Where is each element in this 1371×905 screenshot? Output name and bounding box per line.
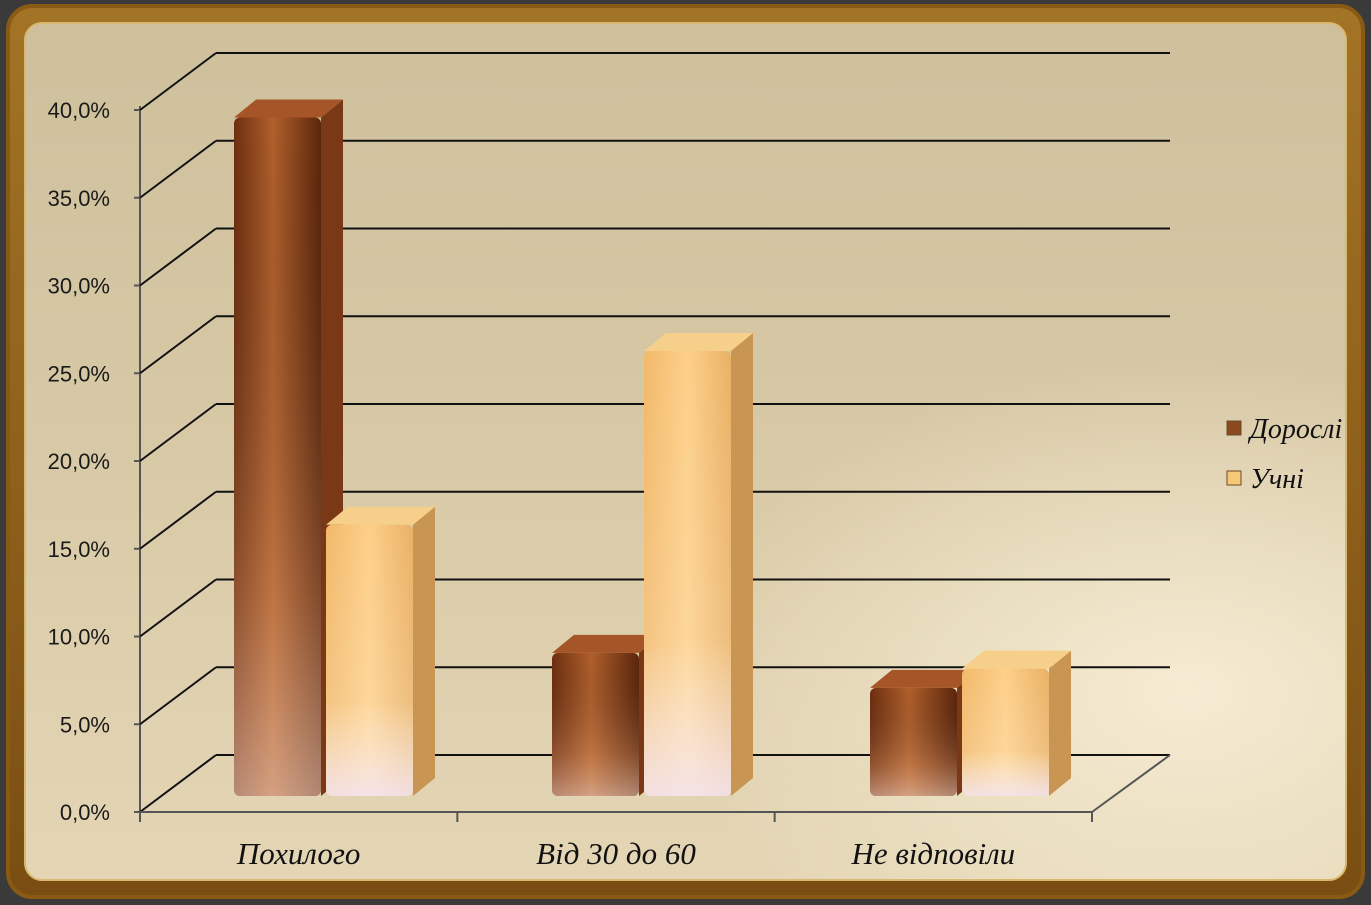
legend-label: Дорослі (1247, 414, 1342, 445)
bar-top (552, 634, 661, 653)
legend-label: Учні (1250, 464, 1304, 495)
bar-side (413, 506, 435, 796)
gridline-diagonal (139, 139, 217, 199)
x-tick-label: Похилого (236, 836, 361, 871)
x-tick-label: Від 30 до 60 (536, 836, 696, 871)
legend-swatch (1226, 420, 1242, 436)
axis-labels: 0,0% 5,0% 10,0% 15,0% 20,0% 25,0% 30,0% 35,0% 40… (48, 98, 1016, 871)
bar-sheen (962, 668, 1049, 796)
gridline-diagonal (139, 754, 217, 813)
y-tick-label: 25,0% (48, 361, 110, 386)
bar-top (234, 99, 343, 118)
y-tick-label: 40,0% (48, 98, 110, 123)
bar-side (1049, 650, 1071, 796)
bar-side (731, 332, 753, 796)
y-tick-label: 30,0% (48, 274, 110, 299)
bar-top (870, 669, 979, 688)
legend: Дорослі Учні (1226, 414, 1342, 495)
legend-swatch (1226, 470, 1242, 486)
gridline-diagonal (139, 666, 217, 726)
gridline-diagonal (139, 227, 217, 287)
y-tick-label: 20,0% (48, 449, 110, 474)
gridline-diagonal (139, 578, 217, 638)
bar-sheen (234, 117, 321, 797)
bar-top (644, 332, 753, 351)
bar-sheen (870, 687, 957, 796)
x-tick-label: Не відповіли (850, 836, 1015, 871)
y-tick-label: 5,0% (60, 712, 110, 737)
gridline-diagonal (139, 403, 217, 462)
y-tick-label: 15,0% (48, 537, 110, 562)
bar-sheen (552, 652, 639, 796)
floor-edge (1091, 754, 1171, 813)
gridline-diagonal (139, 490, 217, 550)
y-tick-label: 10,0% (48, 625, 110, 650)
y-tick-label: 35,0% (48, 186, 110, 211)
gridline-diagonal (139, 52, 217, 111)
bar-top (326, 506, 435, 525)
bars (234, 99, 1071, 797)
bar-top (962, 650, 1071, 669)
y-tick-label: 0,0% (60, 800, 110, 825)
bar-sheen (644, 350, 731, 796)
gridline-diagonal (139, 315, 217, 375)
bar-sheen (326, 524, 413, 796)
